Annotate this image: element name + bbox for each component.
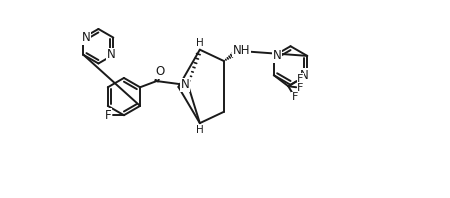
Text: O: O xyxy=(156,65,165,78)
Text: NH: NH xyxy=(233,44,250,56)
Text: H: H xyxy=(196,38,204,48)
Text: H: H xyxy=(196,125,204,135)
Text: N: N xyxy=(300,69,309,82)
Text: F: F xyxy=(105,109,112,122)
Text: N: N xyxy=(180,78,189,91)
Text: N: N xyxy=(273,49,281,62)
Text: N: N xyxy=(107,48,115,61)
Text: F: F xyxy=(292,92,298,102)
Text: F: F xyxy=(297,83,304,93)
Text: F: F xyxy=(297,74,304,84)
Text: N: N xyxy=(81,31,90,44)
